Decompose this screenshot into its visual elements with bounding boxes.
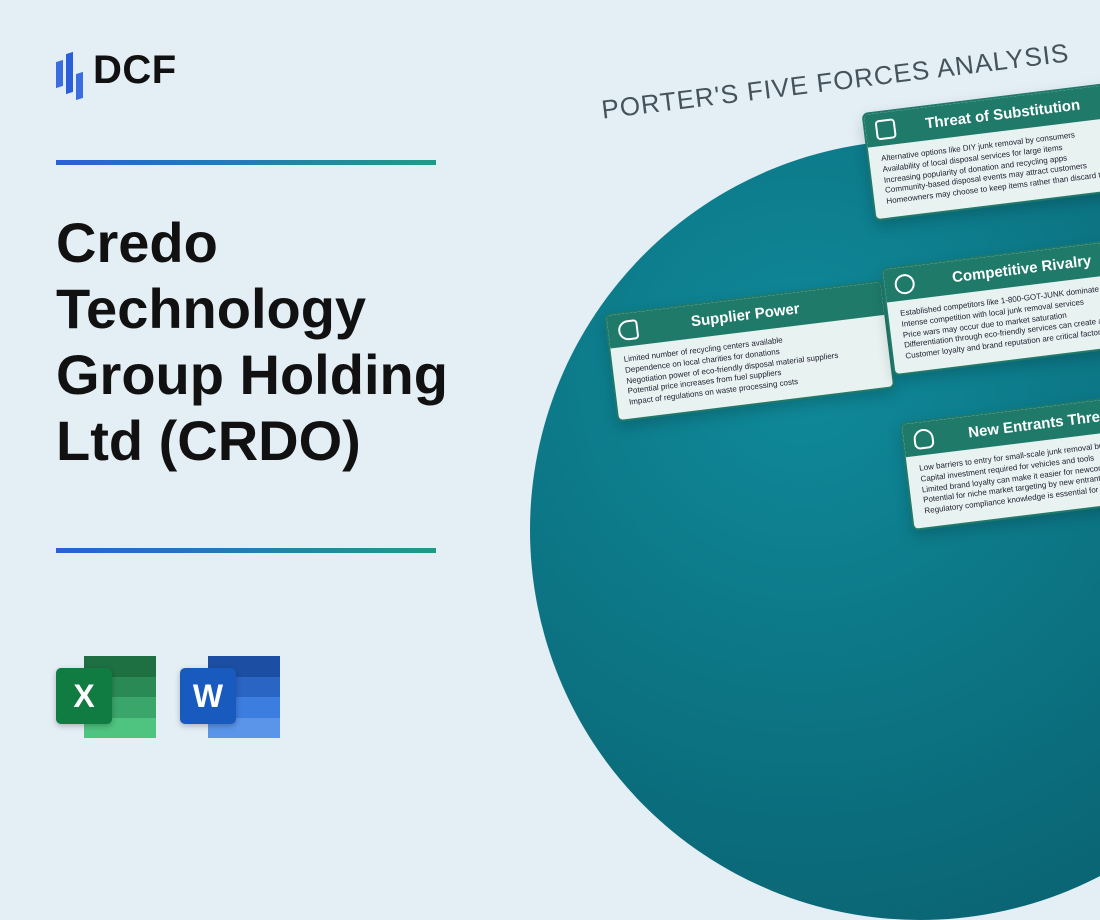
- page-title: Credo Technology Group Holding Ltd (CRDO…: [56, 210, 476, 474]
- pie-icon: [893, 273, 915, 295]
- card-title: Supplier Power: [690, 300, 800, 330]
- file-format-icons: X W: [56, 650, 280, 745]
- refresh-icon: [874, 118, 896, 140]
- divider-top: [56, 160, 436, 165]
- brand-logo: DCF: [56, 48, 177, 93]
- word-letter: W: [180, 668, 236, 724]
- key-icon: [617, 319, 639, 341]
- user-icon: [913, 427, 935, 449]
- logo-bars-icon: [56, 49, 83, 93]
- brand-name: DCF: [93, 48, 177, 93]
- divider-bottom: [56, 548, 436, 553]
- word-icon[interactable]: W: [180, 650, 280, 745]
- excel-letter: X: [56, 668, 112, 724]
- excel-icon[interactable]: X: [56, 650, 156, 745]
